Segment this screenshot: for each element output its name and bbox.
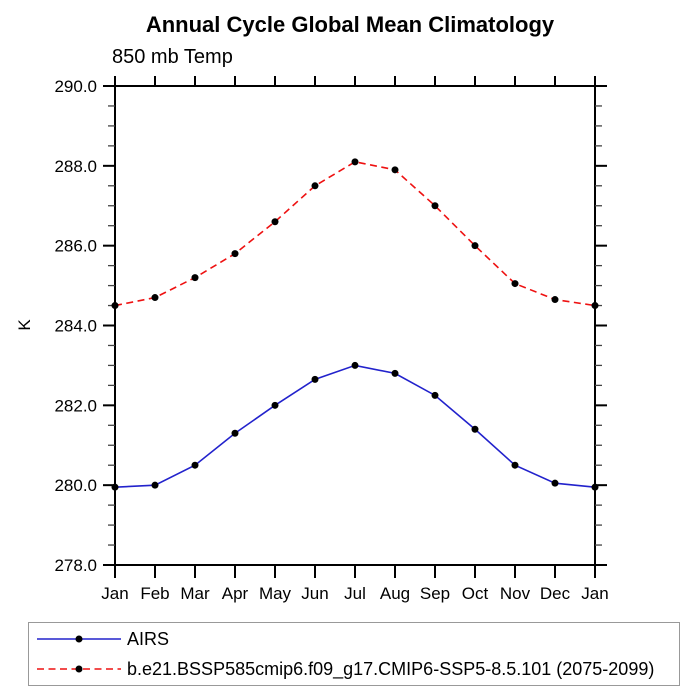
- data-point-marker: [511, 280, 519, 288]
- plot-area: 278.0 280.0 282.0 284.0 286.0 288.0 290.0 Jan Fe…: [15, 76, 609, 603]
- legend-box: AIRS b.e21.BSSP585cmip6.f09_g17.CMIP6-SSP…: [28, 622, 680, 686]
- legend-marker: [75, 665, 83, 673]
- data-point-marker: [471, 242, 479, 250]
- x-tick-label: Dec: [540, 584, 571, 603]
- data-point-marker: [231, 250, 239, 258]
- y-tick-label: 286.0: [54, 237, 97, 256]
- y-axis-labels: 278.0 280.0 282.0 284.0 286.0 288.0 290.0: [54, 77, 97, 575]
- x-tick-label: Aug: [380, 584, 410, 603]
- legend-marker: [75, 635, 83, 643]
- x-tick-label: Apr: [222, 584, 249, 603]
- plot-frame: [114, 85, 596, 566]
- x-axis-ticks: [114, 76, 596, 578]
- data-point-marker: [191, 274, 199, 282]
- data-point-marker: [391, 369, 399, 377]
- data-point-marker: [551, 479, 559, 487]
- data-point-marker: [431, 391, 439, 399]
- x-tick-label: Jan: [581, 584, 608, 603]
- chart-subtitle: 850 mb Temp: [112, 46, 233, 68]
- legend-sample-line: [37, 665, 121, 673]
- x-tick-label: Jul: [344, 584, 366, 603]
- y-tick-label: 284.0: [54, 317, 97, 336]
- legend-label: AIRS: [127, 628, 170, 649]
- legend-sample-line: [37, 635, 121, 643]
- data-point-marker: [471, 425, 479, 433]
- data-point-marker: [111, 302, 119, 310]
- y-tick-label: 278.0: [54, 556, 97, 575]
- x-axis-labels: Jan Feb Mar Apr May Jun Jul Aug Sep Oct Nov Dec Jan: [101, 584, 608, 603]
- x-tick-label: Mar: [180, 584, 210, 603]
- data-point-marker: [391, 166, 399, 174]
- legend-item: AIRS: [29, 624, 679, 654]
- data-point-marker: [191, 461, 199, 469]
- series-airs: [111, 361, 599, 491]
- x-tick-label: May: [259, 584, 292, 603]
- x-tick-label: Jan: [101, 584, 128, 603]
- y-axis-title: K: [15, 319, 34, 331]
- x-tick-label: Jun: [301, 584, 328, 603]
- data-point-marker: [231, 429, 239, 437]
- x-tick-label: Oct: [462, 584, 489, 603]
- data-point-marker: [351, 158, 359, 166]
- y-tick-label: 280.0: [54, 476, 97, 495]
- y-tick-label: 290.0: [54, 77, 97, 96]
- data-point-marker: [431, 202, 439, 210]
- data-point-marker: [151, 294, 159, 302]
- series-model: [111, 158, 599, 310]
- series-line: [114, 160, 596, 307]
- data-point-marker: [311, 182, 319, 190]
- data-point-marker: [591, 483, 599, 491]
- data-point-marker: [311, 375, 319, 383]
- data-point-marker: [111, 483, 119, 491]
- y-axis-ticks: [103, 85, 607, 566]
- data-point-marker: [591, 302, 599, 310]
- legend-label: b.e21.BSSP585cmip6.f09_g17.CMIP6-SSP5-8.…: [127, 658, 655, 679]
- y-tick-label: 282.0: [54, 396, 97, 415]
- x-tick-label: Feb: [140, 584, 169, 603]
- data-point-marker: [271, 401, 279, 409]
- x-tick-label: Sep: [420, 584, 450, 603]
- legend-item: b.e21.BSSP585cmip6.f09_g17.CMIP6-SSP5-8.…: [29, 654, 679, 684]
- x-tick-label: Nov: [500, 584, 531, 603]
- y-tick-label: 288.0: [54, 157, 97, 176]
- data-point-marker: [271, 218, 279, 226]
- data-point-marker: [511, 461, 519, 469]
- data-point-marker: [551, 296, 559, 304]
- data-point-marker: [151, 481, 159, 489]
- series-line: [114, 364, 596, 488]
- data-point-marker: [351, 361, 359, 369]
- chart-title: Annual Cycle Global Mean Climatology: [145, 12, 555, 37]
